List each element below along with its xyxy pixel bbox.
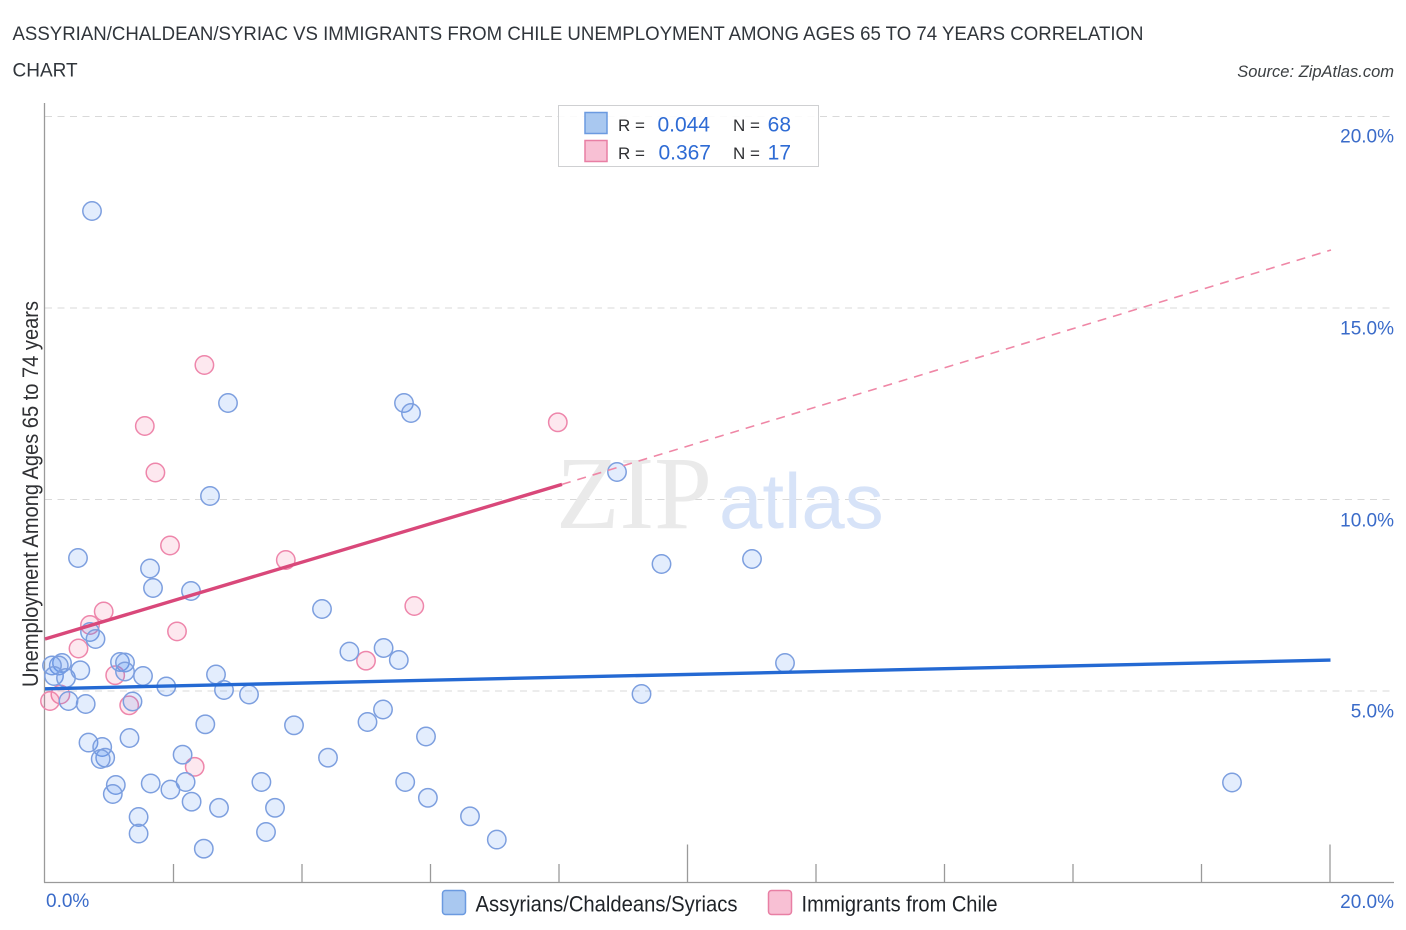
svg-text:N =: N = xyxy=(733,116,760,135)
svg-text:20.0%: 20.0% xyxy=(1340,892,1394,913)
svg-text:20.0%: 20.0% xyxy=(1340,127,1394,148)
svg-text:ASSYRIAN/CHALDEAN/SYRIAC VS IM: ASSYRIAN/CHALDEAN/SYRIAC VS IMMIGRANTS F… xyxy=(13,24,1144,45)
svg-text:10.0%: 10.0% xyxy=(1340,511,1394,532)
svg-text:Immigrants from Chile: Immigrants from Chile xyxy=(802,892,998,917)
svg-text:Assyrians/Chaldeans/Syriacs: Assyrians/Chaldeans/Syriacs xyxy=(476,892,738,917)
svg-text:CHART: CHART xyxy=(13,61,78,82)
svg-text:N =: N = xyxy=(733,144,760,163)
svg-text:17: 17 xyxy=(768,142,791,165)
svg-text:R =: R = xyxy=(618,144,645,163)
svg-text:5.0%: 5.0% xyxy=(1351,702,1394,723)
svg-text:0.0%: 0.0% xyxy=(46,891,89,912)
svg-text:0.367: 0.367 xyxy=(658,142,711,165)
svg-text:68: 68 xyxy=(768,114,791,137)
svg-text:ZIP: ZIP xyxy=(556,436,712,551)
svg-text:0.044: 0.044 xyxy=(657,114,710,137)
svg-text:R =: R = xyxy=(618,116,645,135)
svg-text:Source: ZipAtlas.com: Source: ZipAtlas.com xyxy=(1237,63,1394,81)
svg-text:15.0%: 15.0% xyxy=(1340,319,1394,340)
svg-text:atlas: atlas xyxy=(719,457,884,545)
svg-text:Unemployment Among Ages 65 to: Unemployment Among Ages 65 to 74 years xyxy=(18,301,43,687)
